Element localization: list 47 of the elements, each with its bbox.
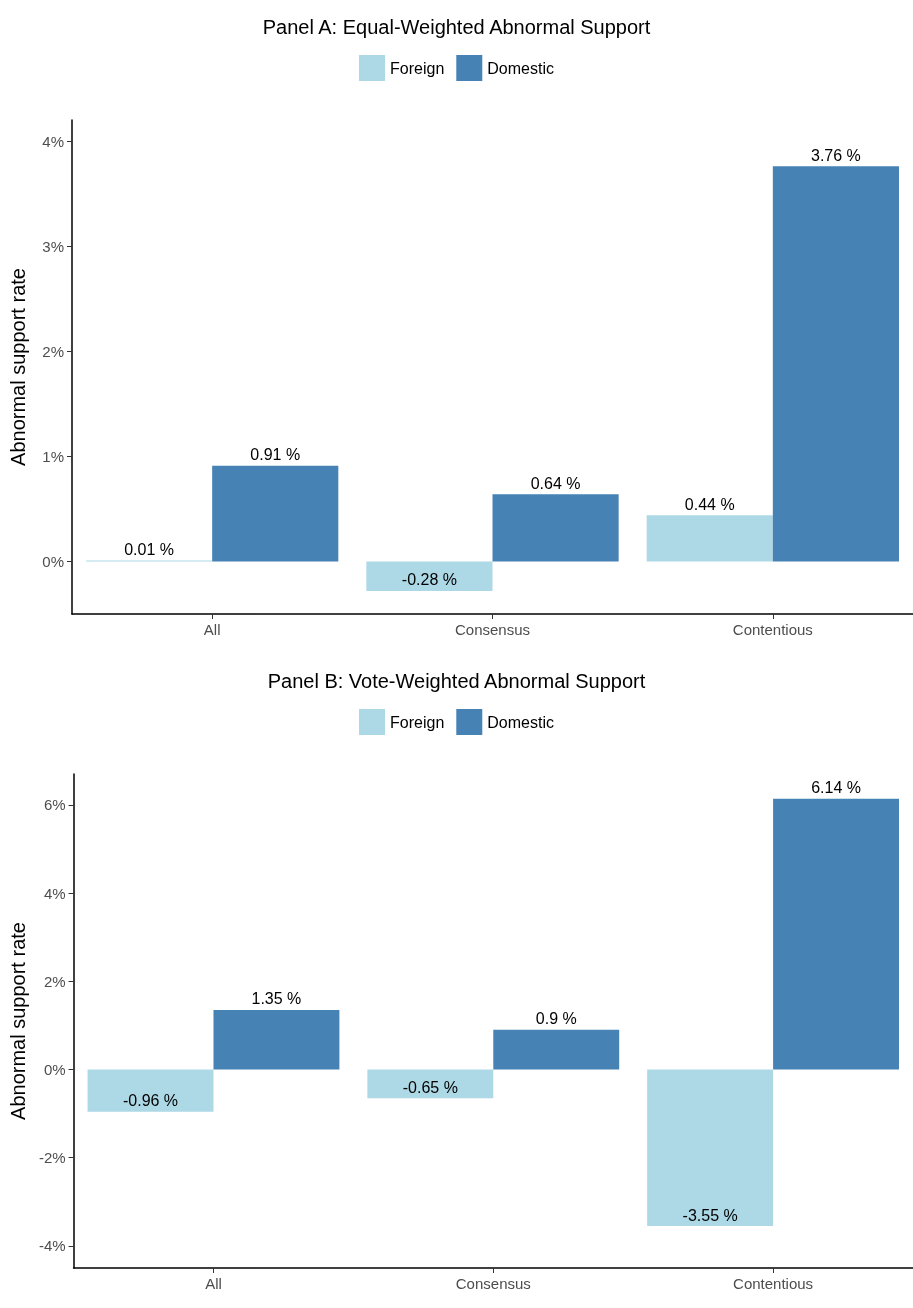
y-tick-label: 2% — [43, 972, 66, 990]
bar — [772, 166, 899, 562]
y-tick-label: 0% — [43, 1061, 66, 1079]
x-tick-label: Contentious — [732, 621, 813, 638]
data-label: 0.64 % — [530, 474, 581, 492]
data-label: -0.65 % — [402, 1078, 458, 1096]
data-label: 3.76 % — [811, 146, 861, 164]
legend-label: Domestic — [487, 713, 554, 731]
y-axis-title: Abnormal support rate — [7, 922, 29, 1120]
bar — [646, 515, 773, 562]
data-label: 0.44 % — [684, 495, 735, 513]
legend-label: Domestic — [487, 59, 554, 77]
bar — [492, 494, 619, 562]
bar — [366, 561, 493, 591]
data-label: -0.96 % — [122, 1092, 179, 1110]
data-label: 1.35 % — [251, 990, 302, 1008]
y-tick-label: 4% — [42, 132, 64, 150]
data-label: -3.55 % — [682, 1206, 738, 1224]
x-tick-label: Contentious — [733, 1275, 814, 1292]
x-tick-label: All — [203, 621, 221, 638]
y-axis-title: Abnormal support rate — [7, 268, 29, 466]
y-tick-label: -4% — [38, 1237, 66, 1255]
legend-label: Foreign — [390, 713, 445, 731]
data-label: -0.28 % — [401, 571, 457, 589]
y-tick-label: 1% — [42, 447, 64, 465]
y-tick-label: 3% — [42, 237, 64, 255]
bar — [87, 1069, 214, 1112]
bar — [213, 1009, 340, 1070]
data-label: 0.9 % — [535, 1010, 577, 1028]
bar — [212, 465, 339, 562]
y-tick-label: -2% — [38, 1149, 66, 1167]
data-label: 6.14 % — [811, 779, 861, 797]
bar — [493, 1029, 620, 1070]
bar — [647, 1069, 774, 1227]
data-label: 0.91 % — [250, 446, 301, 464]
legend-label: Foreign — [390, 59, 445, 77]
chart-title: Panel A: Equal-Weighted Abnormal Support — [262, 16, 651, 38]
data-label: 0.01 % — [124, 540, 174, 558]
y-tick-label: 2% — [42, 342, 64, 360]
x-tick-label: All — [205, 1275, 222, 1292]
y-tick-label: 6% — [43, 796, 66, 814]
y-tick-label: 4% — [43, 884, 66, 902]
x-tick-label: Consensus — [454, 621, 531, 638]
y-tick-label: 0% — [42, 552, 64, 570]
chart-title: Panel B: Vote-Weighted Abnormal Support — [267, 670, 646, 692]
bar — [773, 798, 900, 1070]
x-tick-label: Consensus — [455, 1275, 531, 1292]
